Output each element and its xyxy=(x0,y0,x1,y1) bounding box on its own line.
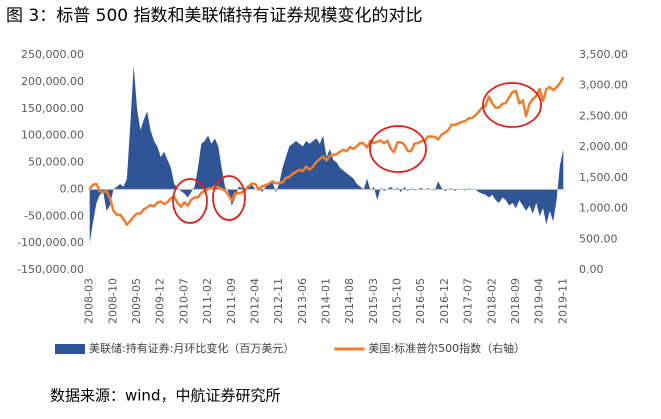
y-tick-label: 250,000.00 xyxy=(21,48,84,61)
y-tick-label: -100,000.00 xyxy=(17,236,84,249)
y-tick-label: 50,000.00 xyxy=(28,156,84,169)
legend-label: 美国:标准普尔500指数（右轴） xyxy=(368,341,525,355)
y-tick-label: 200,000.00 xyxy=(21,75,84,88)
y2-tick-label: 3,500.00 xyxy=(579,48,628,61)
x-tick-label: 2018-09 xyxy=(509,278,522,324)
highlight-circle xyxy=(482,82,542,128)
x-tick-label: 2011-02 xyxy=(201,278,214,324)
x-tick-label: 2017-07 xyxy=(462,278,475,324)
x-tick-label: 2011-09 xyxy=(225,278,238,324)
highlight-circle xyxy=(172,178,208,224)
y2-tick-label: 3,000.00 xyxy=(579,79,628,92)
y2-tick-label: 2,000.00 xyxy=(579,140,628,153)
y2-tick-label: 2,500.00 xyxy=(579,109,628,122)
x-tick-label: 2013-06 xyxy=(296,278,309,324)
x-tick-label: 2010-07 xyxy=(177,278,190,324)
x-tick-label: 2019-11 xyxy=(556,278,569,324)
x-tick-label: 2016-12 xyxy=(438,278,451,324)
y-tick-label: -150,000.00 xyxy=(17,263,84,276)
legend-label: 美联储:持有证券:月环比变化（百万美元） xyxy=(89,341,294,355)
y2-tick-label: 1,500.00 xyxy=(579,171,628,184)
y2-tick-label: 500.00 xyxy=(579,232,618,245)
x-tick-label: 2009-12 xyxy=(154,278,167,324)
x-tick-label: 2014-08 xyxy=(343,278,356,324)
line xyxy=(88,76,565,227)
y-tick-label: -50,000.00 xyxy=(24,209,84,222)
area xyxy=(89,65,564,244)
legend-swatch xyxy=(55,344,85,354)
x-tick-label: 2016-05 xyxy=(414,278,427,324)
x-tick-label: 2019-04 xyxy=(533,278,546,324)
y-tick-label: 100,000.00 xyxy=(21,129,84,142)
x-tick-label: 2009-05 xyxy=(130,278,143,324)
highlight-circle xyxy=(369,125,427,173)
x-tick-label: 2015-03 xyxy=(367,278,380,324)
x-tick-label: 2012-04 xyxy=(248,278,261,324)
x-tick-label: 2014-01 xyxy=(320,278,333,324)
x-tick-label: 2018-02 xyxy=(485,278,498,324)
x-tick-label: 2008-10 xyxy=(106,278,119,324)
chart-title: 图 3：标普 500 指数和美联储持有证券规模变化的对比 xyxy=(6,6,422,26)
x-tick-label: 2008-03 xyxy=(83,278,96,324)
y2-tick-label: 0.00 xyxy=(579,263,604,276)
annotation-circles xyxy=(172,82,542,224)
y-tick-label: 150,000.00 xyxy=(21,102,84,115)
highlight-circle xyxy=(212,175,246,221)
source-note: 数据来源：wind，中航证券研究所 xyxy=(50,387,280,405)
y-tick-label: 0.00 xyxy=(60,182,85,195)
x-tick-label: 2015-10 xyxy=(391,278,404,324)
x-tick-label: 2012-11 xyxy=(272,278,285,324)
y2-tick-label: 1,000.00 xyxy=(579,202,628,215)
